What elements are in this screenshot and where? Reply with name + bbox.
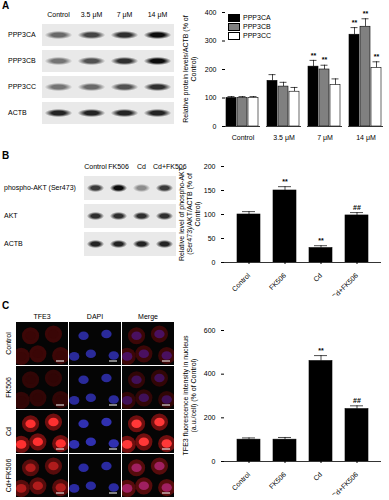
svg-text:**: ** (363, 10, 369, 17)
svg-text:400: 400 (204, 370, 216, 377)
html-text:AKT: AKT (4, 212, 18, 219)
html-text:PPP3CB: PPP3CB (8, 57, 36, 64)
svg-text:100: 100 (204, 211, 216, 218)
html-text:PPP3CB: PPP3CB (243, 23, 271, 30)
svg-text:0: 0 (212, 458, 216, 465)
svg-text:Control: Control (230, 470, 251, 491)
svg-text:Control: Control (230, 271, 251, 292)
html-text:B: B (2, 150, 10, 161)
svg-text:200: 200 (204, 414, 216, 421)
svg-text:0: 0 (213, 123, 217, 130)
svg-text:Cd+FK506: Cd+FK506 (331, 471, 360, 495)
html-text:PPP3CA: PPP3CA (243, 14, 271, 21)
html-text:TFE3: TFE3 (33, 313, 51, 320)
html-text:Control: Control (47, 11, 70, 18)
html-text:Cd+FK506: Cd+FK506 (153, 163, 187, 170)
html-text:Cd: Cd (137, 163, 146, 170)
svg-text:100: 100 (205, 94, 217, 101)
svg-text:300: 300 (205, 37, 217, 44)
html-text:A: A (2, 0, 10, 11)
svg-text:7 μM: 7 μM (317, 134, 333, 142)
svg-text:3.5 μM: 3.5 μM (273, 134, 295, 142)
html-text:TFE3 fluorescence intensity in: TFE3 fluorescence intensity in nucleus (… (182, 335, 197, 456)
html-text:C: C (2, 300, 10, 311)
svg-text:Control: Control (232, 134, 255, 141)
html-text:PPP3CC: PPP3CC (243, 32, 271, 39)
html-text:Relative level of phospho-AKT: Relative level of phospho-AKT (Ser473)/A… (178, 166, 201, 262)
html-text:PPP3CC: PPP3CC (8, 83, 36, 90)
svg-text:FK506: FK506 (268, 272, 288, 292)
svg-text:50: 50 (208, 235, 216, 242)
html-text:DAPI: DAPI (86, 313, 104, 320)
html-text:3.5 μM: 3.5 μM (80, 11, 103, 18)
html-text:ACTB: ACTB (8, 109, 27, 116)
svg-text:##: ## (353, 204, 361, 211)
svg-text:**: ** (311, 52, 317, 59)
svg-text:**: ** (318, 347, 324, 354)
svg-text:200: 200 (204, 163, 216, 170)
html-text:PPP3CA: PPP3CA (8, 31, 36, 38)
svg-text:**: ** (352, 19, 358, 26)
html-text:Control FK506: Control FK506 (84, 163, 129, 170)
svg-text:**: ** (318, 237, 324, 244)
svg-text:150: 150 (204, 187, 216, 194)
html-text:Merge: Merge (138, 313, 158, 320)
html-text:7 μM: 7 μM (116, 11, 133, 18)
svg-text:600: 600 (204, 327, 216, 334)
svg-text:Cd: Cd (312, 272, 323, 283)
html-text:Cd: Cd (5, 427, 12, 436)
svg-text:200: 200 (205, 66, 217, 73)
svg-text:**: ** (322, 56, 328, 63)
svg-text:Cd: Cd (312, 471, 323, 482)
html-text:Cd+FK506: Cd+FK506 (5, 458, 12, 493)
svg-text:FK506: FK506 (268, 471, 288, 491)
svg-text:Cd+FK506: Cd+FK506 (331, 272, 360, 296)
svg-text:##: ## (353, 397, 361, 404)
svg-text:**: ** (282, 178, 288, 185)
svg-text:14 μM: 14 μM (356, 134, 376, 142)
html-text:ACTB: ACTB (4, 240, 23, 247)
html-text:14 μM: 14 μM (147, 11, 168, 18)
svg-text:**: ** (374, 53, 380, 60)
html-text:FK506: FK506 (5, 377, 12, 398)
html-text:Control: Control (5, 332, 12, 355)
svg-text:0: 0 (212, 259, 216, 266)
html-text:phospho-AKT (Ser473): phospho-AKT (Ser473) (4, 184, 76, 191)
html-text:Relative protein levels/ACTB (: Relative protein levels/ACTB (% of Contr… (182, 15, 197, 123)
svg-text:400: 400 (205, 9, 217, 16)
